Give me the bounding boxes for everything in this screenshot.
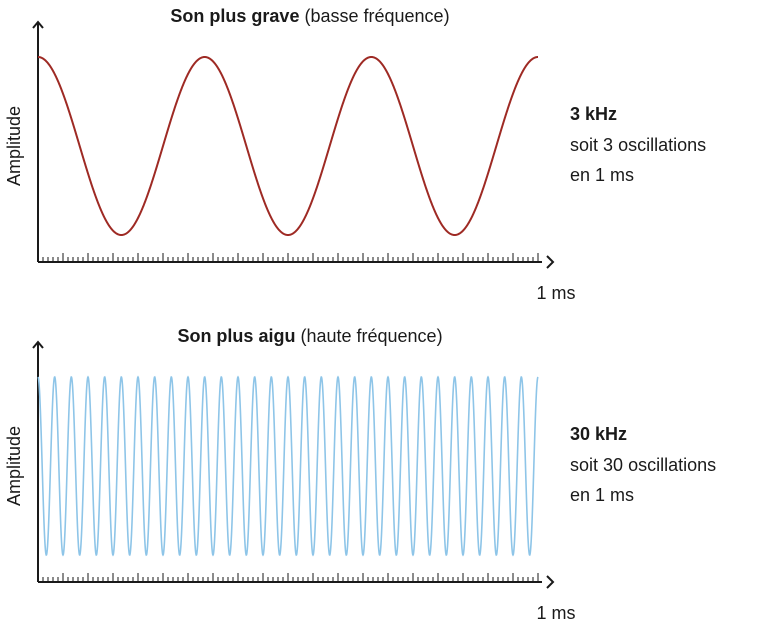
panel-title: Son plus aigu (haute fréquence)	[177, 326, 442, 346]
prefix: soit	[570, 135, 598, 155]
frequency: 3 kHz	[570, 104, 617, 124]
panel: Son plus grave (basse fréquence) Amplitud…	[4, 6, 706, 303]
panel-title: Son plus grave (basse fréquence)	[170, 6, 449, 26]
prefix: soit	[570, 455, 598, 475]
description: soit 3 oscillations	[570, 135, 706, 155]
count: 30	[603, 455, 623, 475]
x-axis-label: 1 ms	[536, 283, 575, 303]
y-axis-label: Amplitude	[4, 426, 24, 506]
description: soit 30 oscillations	[570, 455, 716, 475]
x-arrow	[546, 255, 555, 269]
y-axis	[32, 340, 44, 582]
wave	[37, 375, 539, 557]
description: en 1 ms	[570, 485, 634, 505]
suffix: oscillations	[628, 455, 716, 475]
x-arrow	[546, 575, 555, 589]
wave	[38, 56, 538, 236]
description: en 1 ms	[570, 165, 634, 185]
frequency: 30 kHz	[570, 424, 627, 444]
y-axis-label: Amplitude	[4, 106, 24, 186]
title-rest: (haute fréquence)	[300, 326, 442, 346]
suffix: oscillations	[618, 135, 706, 155]
title-rest: (basse fréquence)	[304, 6, 449, 26]
title-bold: Son plus aigu	[177, 326, 295, 346]
x-axis-label: 1 ms	[536, 603, 575, 623]
title-bold: Son plus grave	[170, 6, 299, 26]
y-axis	[32, 20, 44, 262]
panel: Son plus aigu (haute fréquence) Amplitude…	[4, 326, 716, 623]
count: 3	[603, 135, 613, 155]
